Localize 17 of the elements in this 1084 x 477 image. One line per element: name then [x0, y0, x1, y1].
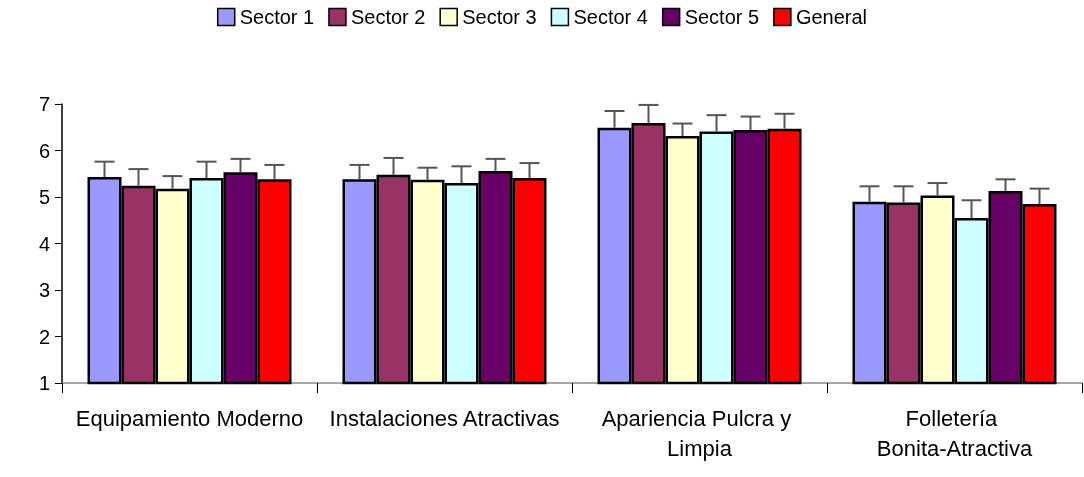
- y-tick-label: 4: [38, 232, 50, 255]
- y-tick-label: 2: [38, 325, 50, 348]
- x-tick-label: Apariencia Pulcra y Limpia: [601, 405, 798, 461]
- y-tick-label: 6: [38, 139, 50, 162]
- legend-label: General: [795, 6, 868, 28]
- x-tick-label: Instalaciones Atractivas: [329, 405, 560, 431]
- y-tick-label: 7: [38, 93, 50, 115]
- x-tick-label: Equipamiento Moderno: [75, 405, 304, 431]
- legend-label: Sector 5: [684, 6, 760, 28]
- legend-label: Sector 2: [350, 6, 426, 28]
- legend-label: Sector 3: [462, 6, 537, 28]
- y-tick-label: 3: [38, 279, 50, 301]
- legend-label: Sector 1: [239, 6, 315, 28]
- x-tick-label: Folletería Bonita-Atractiva: [876, 405, 1033, 461]
- y-tick-label: 5: [38, 186, 50, 208]
- y-tick-label: 1: [38, 372, 50, 394]
- legend-label: Sector 4: [573, 6, 648, 28]
